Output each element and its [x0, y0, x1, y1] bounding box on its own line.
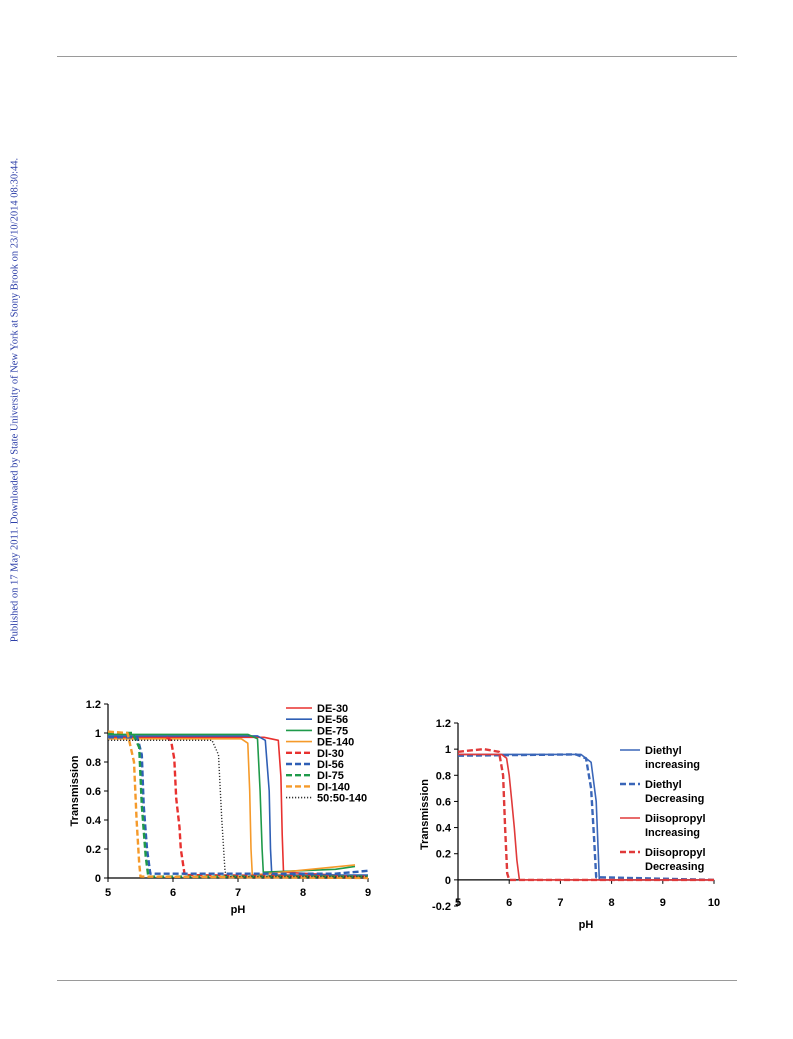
legend-label: Diisopropyl	[645, 813, 706, 825]
footer-rule	[57, 980, 737, 981]
legend-label: DI-140	[317, 781, 350, 793]
y-tick-label: -0.2	[432, 901, 451, 913]
legend-label: Diisopropyl	[645, 847, 706, 859]
chart-left: 0 0.2 0.4 0.6 0.8 1 1.2 5 6 7 8 9 pH Transmission DE-3…	[69, 699, 371, 916]
y-tick-label: 0.8	[436, 770, 451, 782]
x-tick-label: 7	[235, 887, 241, 899]
y-tick-label: 0.2	[436, 849, 451, 861]
series-line-diisopropyl-decreasing	[457, 747, 714, 882]
y-tick-label: 0	[95, 873, 101, 885]
x-tick-label: 9	[365, 887, 371, 899]
y-tick-label: 1.2	[436, 718, 451, 730]
side-note-text: Published on 17 May 2011. Downloaded by …	[9, 157, 21, 643]
legend-label: Diethyl	[645, 745, 682, 757]
legend-label: Decreasing	[645, 793, 704, 805]
legend-label: Increasing	[645, 827, 700, 839]
series-line-di-30	[165, 736, 369, 878]
x-tick-label: 10	[708, 897, 720, 909]
series-line-di-140	[107, 730, 369, 880]
y-tick-label: 1	[445, 744, 451, 756]
legend-label: Decreasing	[645, 861, 704, 873]
y-tick-label: 0.4	[436, 823, 452, 835]
legend-label: DE-30	[317, 703, 348, 715]
x-axis-label: pH	[231, 904, 246, 916]
y-tick-label: 0.8	[86, 757, 101, 769]
y-tick-label: 0.4	[86, 815, 102, 827]
x-tick-label: 8	[609, 897, 615, 909]
legend-label: DE-56	[317, 714, 348, 726]
header-rule	[57, 56, 737, 57]
legend-label: DI-30	[317, 748, 344, 760]
x-axis-label: pH	[579, 919, 594, 931]
y-tick-label: 0.2	[86, 844, 101, 856]
y-tick-label: 0	[445, 875, 451, 887]
legend-label: 50:50-140	[317, 793, 367, 805]
legend-label: increasing	[645, 759, 700, 771]
y-tick-label: 1.2	[86, 699, 101, 711]
x-tick-label: 6	[506, 897, 512, 909]
series-line-diisopropyl-increasing	[458, 753, 714, 881]
y-tick-label: 0.6	[436, 796, 451, 808]
x-tick-label: 5	[455, 897, 461, 909]
legend-label: DE-140	[317, 737, 354, 749]
x-tick-label: 7	[557, 897, 563, 909]
legend-label: DE-75	[317, 725, 348, 737]
legend-label: Diethyl	[645, 779, 682, 791]
x-tick-label: 6	[170, 887, 176, 899]
x-tick-label: 9	[660, 897, 666, 909]
x-tick-label: 8	[300, 887, 306, 899]
legend-label: DI-75	[317, 770, 344, 782]
series-line-de-75	[108, 733, 356, 873]
series-line-diethyl-increasing	[458, 753, 714, 881]
y-tick-label: 0.6	[86, 786, 101, 798]
legend-label: DI-56	[317, 759, 344, 771]
series-line-diethyl-decreasing	[457, 753, 715, 882]
y-axis-label: Transmission	[419, 779, 431, 850]
y-axis-label: Transmission	[69, 755, 81, 826]
x-tick-label: 5	[105, 887, 111, 899]
y-tick-label: 1	[95, 728, 101, 740]
chart-right: -0.2 0 0.2 0.4 0.6 0.8 1 1.2 5 6 7 8 9 10 pH Transmissi…	[419, 718, 720, 931]
